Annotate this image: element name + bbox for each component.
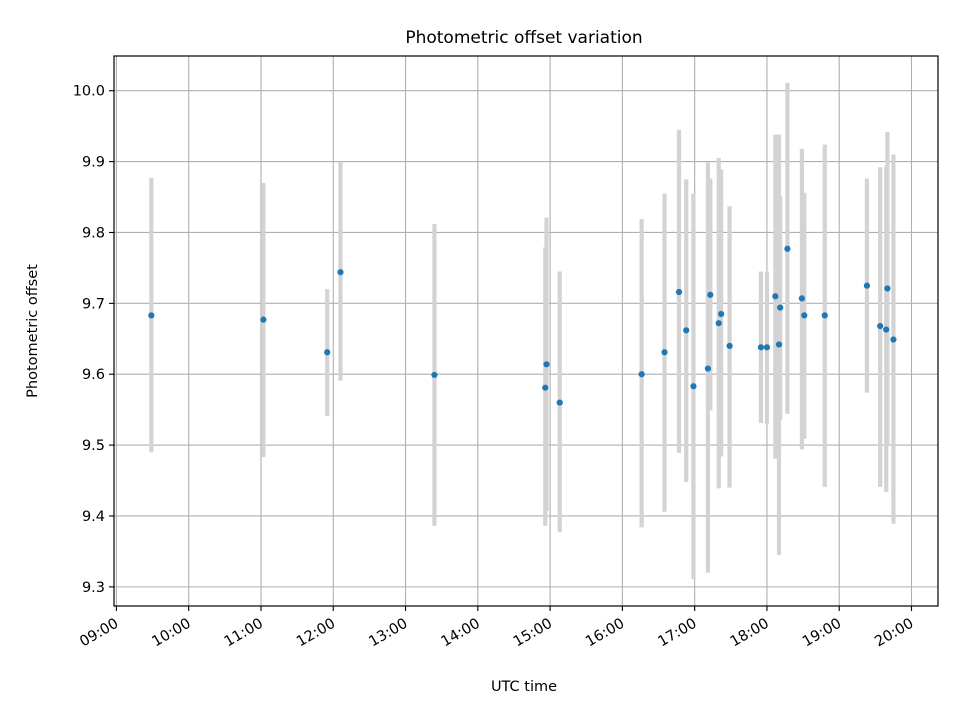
data-point: [821, 312, 828, 319]
x-tick-label: 18:00: [728, 616, 772, 651]
data-points: [148, 245, 897, 406]
data-point: [556, 399, 563, 406]
y-axis-ticks: 9.3 9.4 9.5 9.6 9.7 9.8 9.9 10.0: [73, 84, 114, 596]
data-point: [542, 384, 549, 391]
x-tick-label: 10:00: [149, 616, 193, 651]
data-point: [718, 310, 725, 318]
data-point: [890, 336, 897, 343]
x-axis-ticks: 09:00 10:00 11:00 12:00 13:00 14:00 15:00 16:00…: [77, 606, 916, 650]
x-tick-label: 09:00: [77, 616, 121, 651]
y-tick-label: 10.0: [73, 84, 105, 100]
data-point: [707, 291, 714, 298]
data-point: [683, 327, 690, 334]
x-tick-label: 19:00: [800, 616, 844, 651]
data-point: [763, 344, 771, 351]
data-point: [784, 245, 791, 252]
y-tick-label: 9.7: [82, 296, 105, 312]
y-axis-label: Photometric offset: [25, 264, 41, 398]
data-point: [798, 295, 805, 302]
y-tick-label: 9.9: [82, 155, 105, 171]
data-point: [431, 371, 438, 379]
data-point: [884, 285, 891, 292]
x-tick-label: 12:00: [294, 616, 338, 651]
x-tick-label: 16:00: [583, 616, 627, 651]
data-point: [715, 320, 722, 327]
y-tick-label: 9.6: [82, 367, 105, 383]
y-tick-label: 9.8: [82, 225, 105, 241]
data-point: [661, 349, 668, 356]
data-point: [260, 316, 267, 323]
data-point: [324, 349, 331, 356]
data-point: [675, 288, 683, 296]
data-point: [777, 304, 784, 311]
data-point: [883, 326, 890, 333]
data-point: [775, 341, 783, 348]
data-point: [772, 293, 779, 300]
x-tick-label: 13:00: [366, 616, 410, 651]
x-tick-label: 17:00: [655, 616, 699, 651]
plot-frame: [113, 55, 939, 607]
error-bars: [149, 82, 896, 580]
data-point: [690, 383, 697, 390]
x-tick-label: 14:00: [439, 616, 483, 651]
data-point: [638, 371, 645, 378]
data-point: [877, 322, 884, 330]
y-tick-label: 9.3: [82, 580, 105, 596]
y-tick-label: 9.4: [82, 509, 105, 525]
y-tick-label: 9.5: [82, 438, 105, 454]
data-point: [801, 312, 808, 319]
x-tick-label: 11:00: [222, 616, 266, 651]
x-axis-label: UTC time: [491, 679, 557, 695]
data-point: [337, 269, 344, 276]
grid-lines: [114, 56, 938, 606]
x-tick-label: 20:00: [872, 616, 916, 651]
data-point: [757, 344, 765, 351]
data-point: [148, 312, 155, 319]
data-point: [704, 365, 712, 372]
data-point: [726, 342, 733, 349]
data-point: [543, 361, 550, 368]
chart-title: Photometric offset variation: [405, 28, 642, 48]
data-point: [863, 282, 871, 289]
x-tick-label: 15:00: [511, 616, 555, 651]
